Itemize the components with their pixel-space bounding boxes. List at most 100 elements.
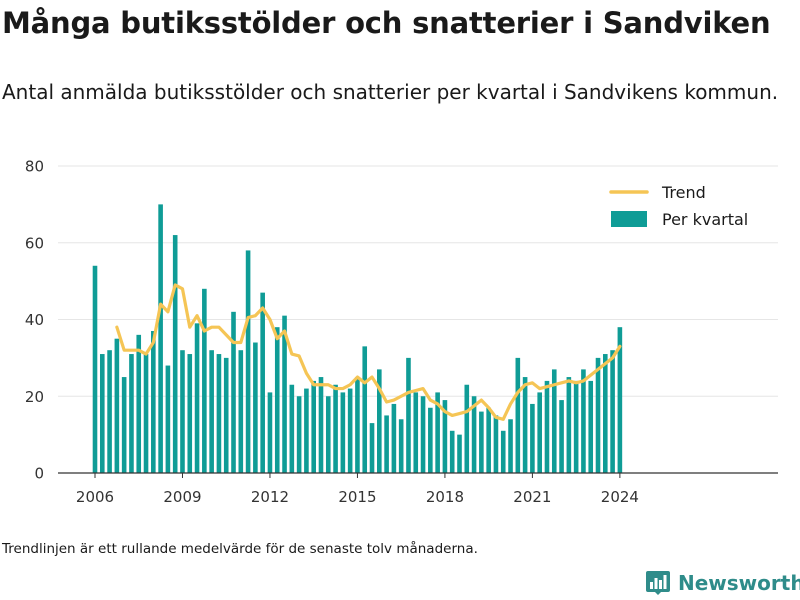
bar xyxy=(500,430,506,473)
bar xyxy=(253,342,258,473)
bar xyxy=(610,350,615,473)
bar xyxy=(362,346,368,473)
bar xyxy=(391,403,397,473)
bar xyxy=(180,350,185,473)
bar xyxy=(566,377,572,473)
bar xyxy=(99,354,105,473)
bar xyxy=(304,388,309,473)
bar xyxy=(165,365,171,473)
bar-series xyxy=(92,204,623,474)
x-tick-label: 2024 xyxy=(601,488,639,506)
bar xyxy=(121,377,127,473)
bar-chart-icon xyxy=(646,571,670,595)
chart-title: Många butiksstölder och snatterier i San… xyxy=(2,6,771,40)
bar xyxy=(617,327,623,473)
bar xyxy=(347,388,353,473)
brand-name: Newsworthy xyxy=(678,571,800,595)
bar xyxy=(493,415,499,473)
bar xyxy=(311,380,316,473)
bar xyxy=(428,407,433,473)
bar xyxy=(289,384,295,473)
y-tick-label: 40 xyxy=(25,311,44,329)
bar xyxy=(114,338,120,473)
bar xyxy=(377,369,382,473)
bar xyxy=(588,380,594,473)
bar xyxy=(158,204,163,474)
bar xyxy=(581,369,586,473)
bar xyxy=(551,369,557,473)
y-tick-labels: 0 20 40 60 80 xyxy=(25,158,44,483)
bar xyxy=(435,392,440,473)
bar xyxy=(464,384,470,473)
footnote: Trendlinjen är ett rullande medelvärde f… xyxy=(2,541,478,557)
bar xyxy=(603,354,608,473)
bar xyxy=(537,392,542,473)
bar xyxy=(544,380,550,473)
y-tick-label: 60 xyxy=(25,234,44,252)
bar xyxy=(457,434,462,474)
bar xyxy=(420,396,426,473)
x-tick-label: 2021 xyxy=(513,488,551,506)
bar xyxy=(172,235,178,473)
bar xyxy=(274,327,280,473)
legend: Trend Per kvartal xyxy=(609,183,748,229)
legend-bar-swatch xyxy=(611,211,647,227)
bar xyxy=(406,357,411,474)
y-tick-label: 0 xyxy=(34,465,44,483)
bar xyxy=(508,419,513,473)
bar xyxy=(267,392,273,473)
bar xyxy=(209,350,214,473)
bar xyxy=(355,377,360,473)
bar xyxy=(369,423,375,473)
bar xyxy=(143,354,149,473)
bar xyxy=(238,350,244,473)
bar xyxy=(136,334,142,473)
bar xyxy=(333,384,338,473)
bar xyxy=(384,415,389,473)
brand-logo: Newsworthy xyxy=(645,570,800,596)
bar xyxy=(559,400,564,473)
x-tick-label: 2015 xyxy=(338,488,376,506)
trend-line xyxy=(115,283,622,421)
x-tick-labels: 2006 2009 2012 2015 2018 2021 2024 xyxy=(76,473,639,506)
x-tick-label: 2012 xyxy=(251,488,289,506)
x-tick-label: 2006 xyxy=(76,488,114,506)
bar xyxy=(129,354,134,473)
bar xyxy=(595,357,601,474)
bar xyxy=(260,292,265,473)
bar xyxy=(522,377,528,473)
bar xyxy=(486,407,491,473)
x-tick-label: 2009 xyxy=(163,488,201,506)
chart-area: 0 20 40 60 80 2006 2009 2012 2015 2018 2021 2024 T… xyxy=(25,158,778,506)
bar xyxy=(216,354,222,473)
legend-bar-label: Per kvartal xyxy=(662,210,748,229)
bar xyxy=(515,357,521,474)
bar xyxy=(442,400,448,473)
y-tick-label: 80 xyxy=(25,158,44,176)
bar xyxy=(318,377,324,473)
bar xyxy=(449,430,455,473)
bar xyxy=(296,396,302,473)
bar xyxy=(151,331,156,473)
bar xyxy=(107,350,112,473)
bar xyxy=(194,323,200,473)
bar xyxy=(479,411,484,473)
bar xyxy=(413,392,419,473)
bar xyxy=(471,396,477,473)
bar xyxy=(231,311,236,473)
legend-trend-label: Trend xyxy=(661,183,706,202)
bar xyxy=(92,265,98,473)
chart-subtitle: Antal anmälda butiksstölder och snatteri… xyxy=(2,80,779,104)
bar xyxy=(340,392,346,473)
bar xyxy=(223,357,229,474)
bar xyxy=(573,380,579,473)
bar xyxy=(398,419,404,473)
bar xyxy=(202,288,207,473)
bar xyxy=(530,403,535,473)
bar xyxy=(325,396,331,473)
bar xyxy=(187,354,193,473)
bar xyxy=(245,250,251,473)
y-tick-label: 20 xyxy=(25,388,44,406)
x-tick-label: 2018 xyxy=(426,488,464,506)
bar xyxy=(282,315,287,473)
